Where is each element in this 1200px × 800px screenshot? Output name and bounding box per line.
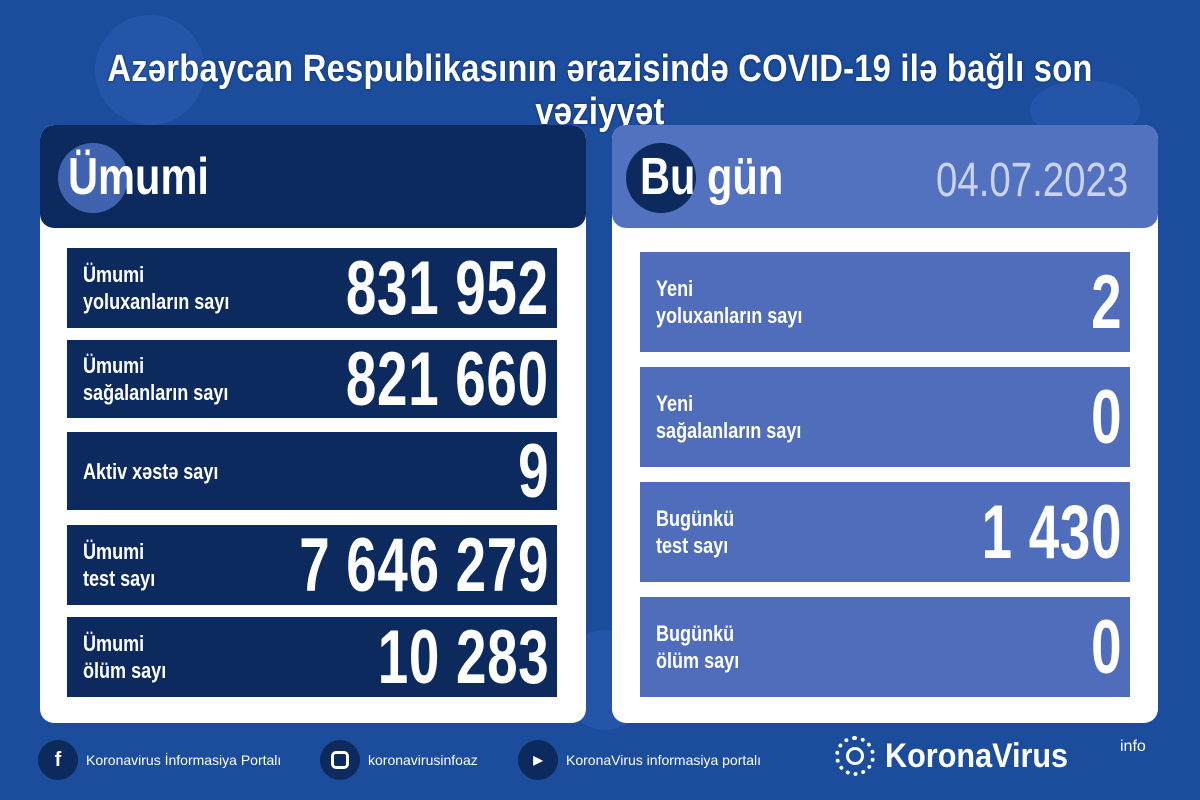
facebook-label: Koronavirus İnformasiya Portalı — [86, 752, 282, 768]
stat-value: 821 660 — [346, 336, 549, 422]
today-heading: Bu gün — [640, 148, 784, 206]
stat-value: 9 — [517, 428, 549, 514]
stat-row: Ümumi test sayı 7 646 279 — [67, 523, 557, 608]
stat-label: Ümumi — [83, 631, 145, 656]
facebook-icon: f — [38, 740, 78, 780]
virus-icon — [58, 143, 128, 213]
stat-value: 0 — [1090, 374, 1122, 460]
instagram-label: koronavirusinfoaz — [368, 752, 478, 768]
koronavirus-logo: KoronaVirus — [835, 736, 1088, 776]
stat-label: Aktiv xəstə sayı — [83, 458, 219, 484]
stat-value: 831 952 — [346, 245, 549, 331]
stat-row: Bugünkü ölüm sayı 0 — [640, 597, 1130, 697]
stat-label: Yeni — [656, 391, 694, 416]
stat-label: test sayı — [656, 533, 729, 558]
stat-label: ölüm sayı — [83, 658, 167, 683]
stat-label: ölüm sayı — [656, 648, 740, 673]
brand-name: KoronaVirus — [885, 736, 1069, 775]
total-header: Ümumi — [40, 125, 586, 228]
stat-value: 7 646 279 — [299, 522, 549, 608]
stat-label: Ümumi — [83, 539, 145, 564]
stat-label: yoluxanların sayı — [656, 303, 803, 328]
instagram-link[interactable]: koronavirusinfoaz — [320, 740, 478, 780]
stat-row: Yeni yoluxanların sayı 2 — [640, 252, 1130, 352]
stat-value: 1 430 — [981, 489, 1122, 575]
today-date: 04.07.2023 — [935, 154, 1128, 207]
page-title: Azərbaycan Respublikasının ərazisində CO… — [107, 48, 1093, 133]
stat-row: Aktiv xəstə sayı 9 — [67, 429, 557, 514]
stat-row: Yeni sağalanların sayı 0 — [640, 367, 1130, 467]
virus-decoration-icon — [95, 15, 205, 125]
virus-icon — [626, 143, 696, 213]
stat-value: 2 — [1090, 259, 1122, 345]
stat-label: Ümumi — [83, 262, 145, 287]
brand-suffix: info — [1120, 738, 1146, 755]
stat-label: sağalanların sayı — [83, 380, 229, 405]
stat-row: Ümumi sağalanların sayı 821 660 — [67, 337, 557, 422]
today-panel: Bu gün 04.07.2023 Yeni yoluxanların sayı 2… — [612, 125, 1158, 723]
stat-value: 10 283 — [377, 614, 549, 700]
stat-label: Yeni — [656, 276, 694, 301]
instagram-icon — [320, 740, 360, 780]
stat-label: yoluxanların sayı — [83, 289, 230, 314]
youtube-label: KoronaVirus informasiya portalı — [566, 752, 762, 768]
stat-row: Ümumi ölüm sayı 10 283 — [67, 615, 557, 700]
youtube-icon: ▶ — [518, 740, 558, 780]
youtube-link[interactable]: ▶ KoronaVirus informasiya portalı — [518, 740, 761, 780]
stat-value: 0 — [1090, 604, 1122, 690]
stat-label: Ümumi — [83, 353, 145, 378]
stat-label: test sayı — [83, 566, 156, 591]
sun-logo-icon — [835, 736, 875, 776]
facebook-link[interactable]: f Koronavirus İnformasiya Portalı — [38, 740, 281, 780]
stat-row: Ümumi yoluxanların sayı 831 952 — [67, 246, 557, 331]
stat-label: Bugünkü — [656, 621, 735, 646]
stat-label: sağalanların sayı — [656, 418, 802, 443]
stat-label: Bugünkü — [656, 506, 735, 531]
total-heading: Ümumi — [68, 148, 209, 206]
total-panel: Ümumi Ümumi yoluxanların sayı 831 952 Ümum… — [40, 125, 586, 723]
stat-row: Bugünkü test sayı 1 430 — [640, 482, 1130, 582]
today-header: Bu gün 04.07.2023 — [612, 125, 1158, 228]
